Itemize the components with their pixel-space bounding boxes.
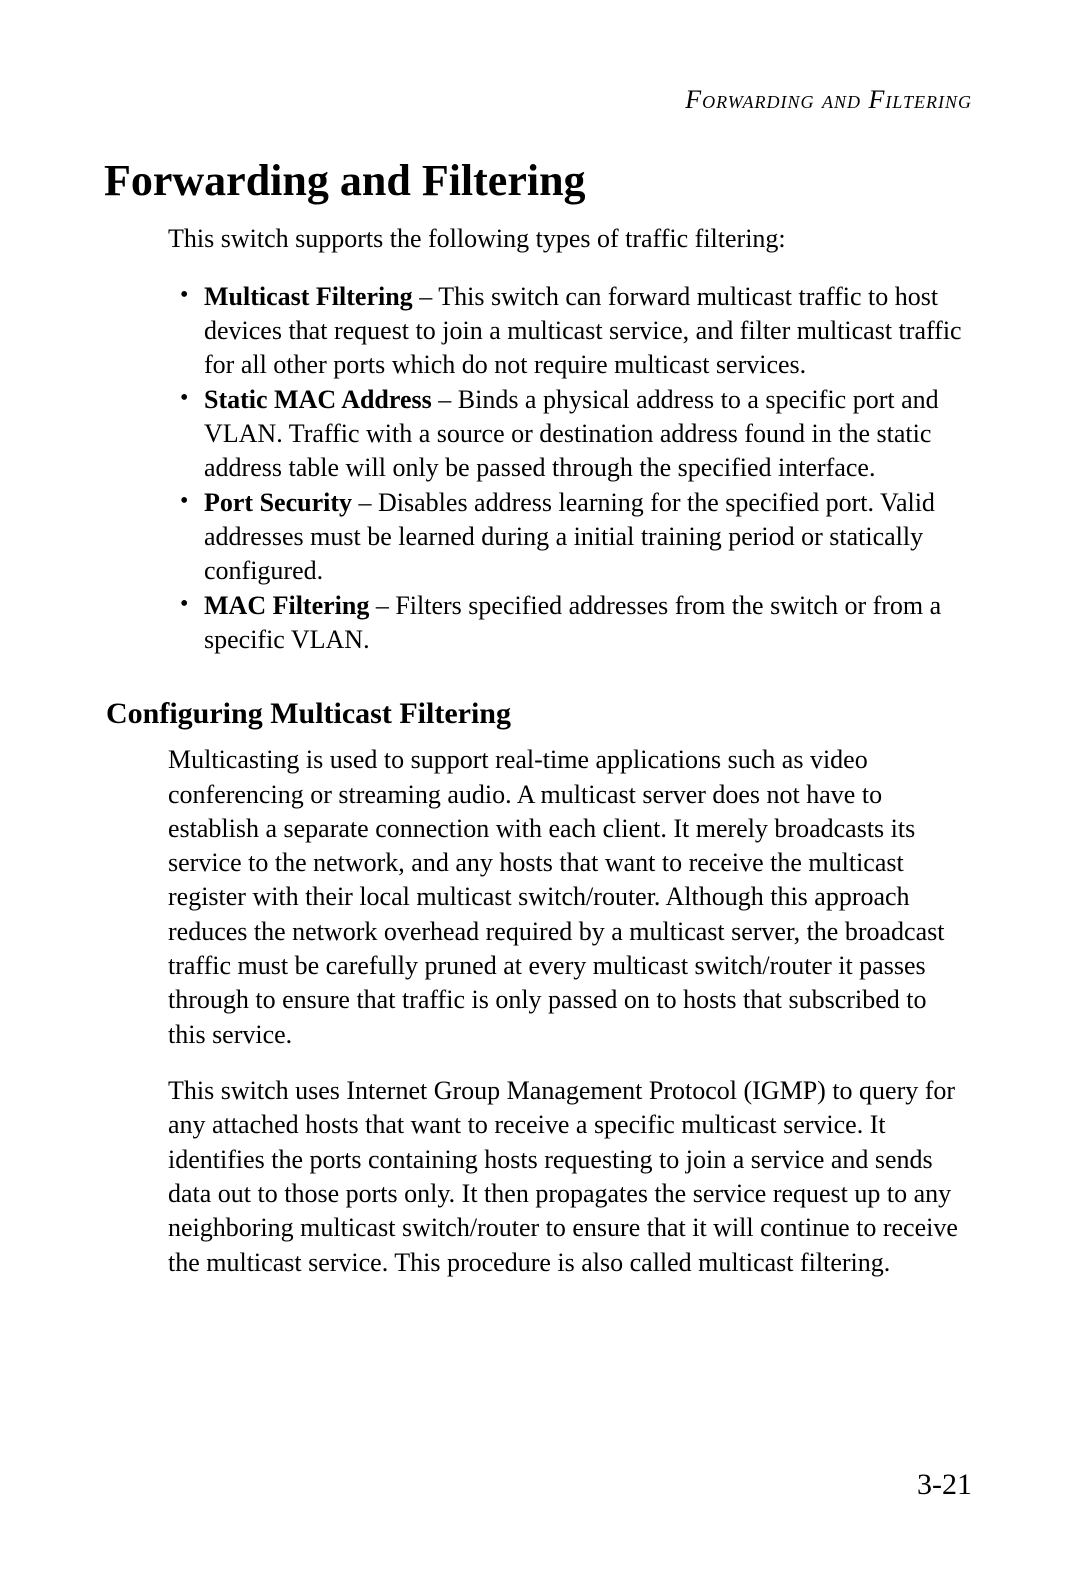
section-subheading: Configuring Multicast Filtering (106, 697, 908, 731)
page: Forwarding and Filtering Forwarding and … (0, 0, 1080, 1570)
bullet-label: MAC Filtering (204, 591, 369, 620)
body-paragraph: This switch uses Internet Group Manageme… (168, 1074, 970, 1280)
bullet-label: Port Security (204, 488, 352, 517)
bullet-list: Multicast Filtering – This switch can fo… (168, 280, 970, 657)
body-paragraph: Multicasting is used to support real-tim… (168, 743, 970, 1052)
page-number: 3-21 (917, 1468, 972, 1502)
list-item: Static MAC Address – Binds a physical ad… (168, 383, 970, 486)
running-header: Forwarding and Filtering (685, 85, 972, 115)
bullet-label: Multicast Filtering (204, 282, 413, 311)
bullet-label: Static MAC Address (204, 385, 432, 414)
list-item: MAC Filtering – Filters specified addres… (168, 589, 970, 658)
intro-paragraph: This switch supports the following types… (168, 222, 970, 256)
content-block: This switch supports the following types… (168, 222, 970, 1302)
page-title: Forwarding and Filtering (104, 155, 586, 206)
list-item: Multicast Filtering – This switch can fo… (168, 280, 970, 383)
list-item: Port Security – Disables address learnin… (168, 486, 970, 589)
